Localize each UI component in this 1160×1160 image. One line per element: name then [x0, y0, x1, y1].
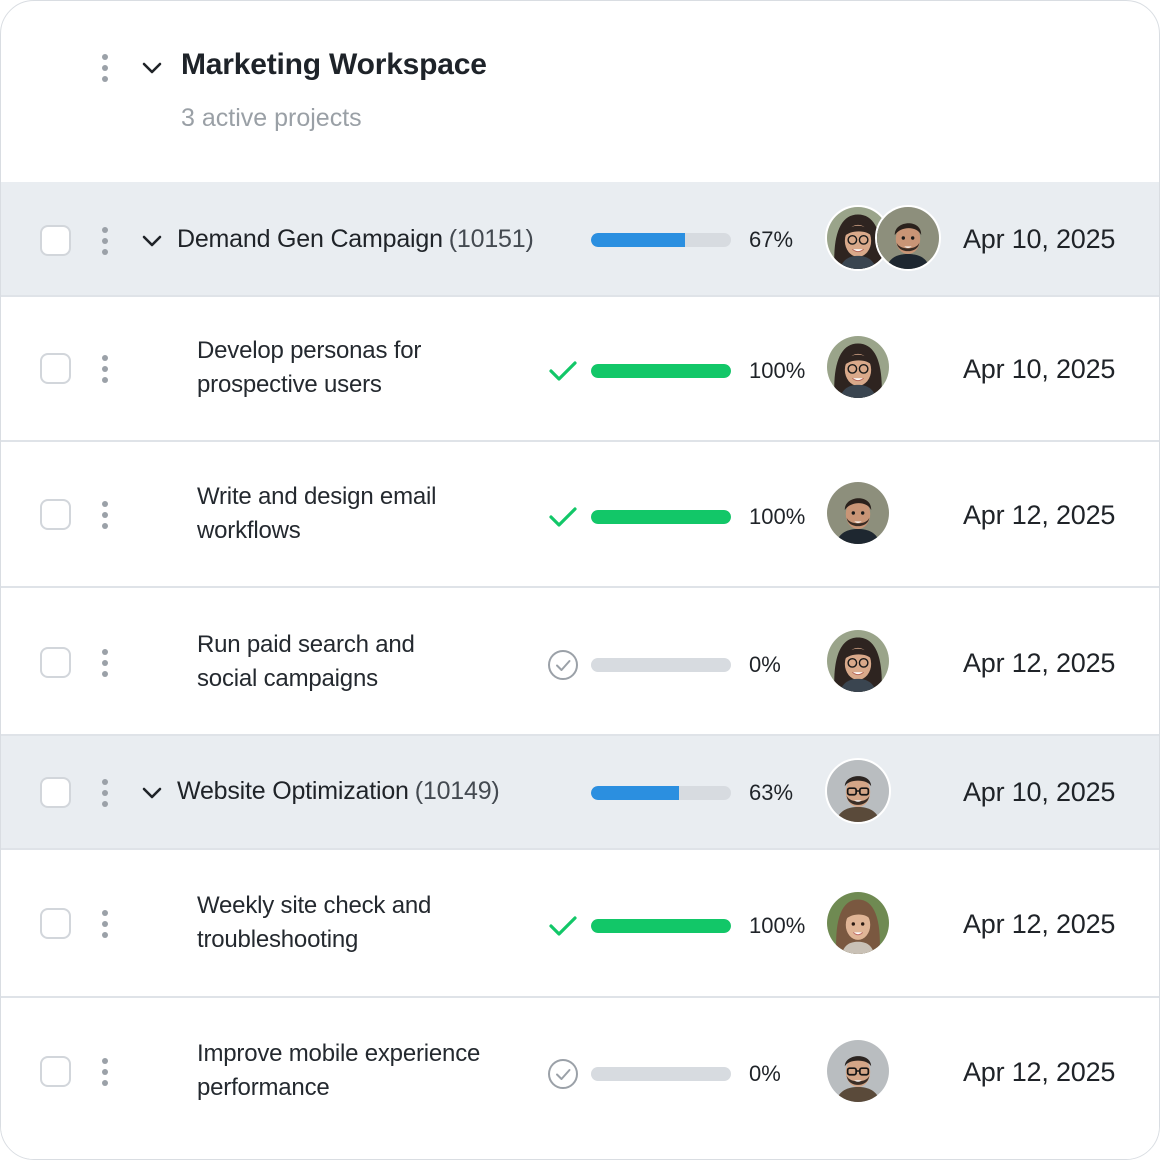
- progress-percent: 67%: [749, 227, 794, 252]
- progress-percent: 100%: [749, 913, 806, 938]
- task-title[interactable]: Improve mobile experience performance: [197, 1040, 481, 1101]
- progress-percent: 100%: [749, 504, 806, 529]
- chevron-down-icon[interactable]: [140, 229, 164, 253]
- avatar-man-glasses[interactable]: [825, 1038, 891, 1104]
- project-title[interactable]: Website Optimization (10149): [177, 777, 500, 805]
- task-row[interactable]: Weekly site check and troubleshooting 100…: [1, 850, 1159, 998]
- avatar-man-beard[interactable]: [825, 480, 891, 546]
- progress-bar: [591, 1067, 731, 1081]
- task-row[interactable]: Improve mobile experience performance 0% …: [1, 998, 1159, 1159]
- progress-bar: [591, 233, 731, 247]
- task-title[interactable]: Write and design email workflows: [197, 483, 437, 544]
- progress-percent: 0%: [749, 652, 781, 677]
- row-more-icon[interactable]: [101, 501, 109, 534]
- task-row[interactable]: Develop personas for prospective users 10…: [1, 297, 1159, 442]
- chevron-down-icon[interactable]: [140, 56, 164, 80]
- row-more-icon[interactable]: [101, 779, 109, 812]
- due-date: Apr 10, 2025: [963, 224, 1116, 254]
- progress-bar: [591, 364, 731, 378]
- task-checkbox[interactable]: [40, 1056, 71, 1087]
- workspace-header: Marketing Workspace 3 active projects: [1, 1, 1159, 184]
- row-more-icon[interactable]: [101, 1058, 109, 1091]
- circle-check-icon: [548, 650, 578, 680]
- task-title[interactable]: Develop personas for prospective users: [197, 337, 422, 398]
- check-icon: [549, 507, 577, 527]
- task-checkbox[interactable]: [40, 647, 71, 678]
- progress-bar: [591, 786, 731, 800]
- due-date: Apr 10, 2025: [963, 354, 1116, 384]
- progress-percent: 100%: [749, 358, 806, 383]
- avatar-woman-glasses[interactable]: [825, 628, 891, 694]
- chevron-down-icon[interactable]: [140, 781, 164, 805]
- row-more-icon[interactable]: [101, 227, 109, 260]
- check-icon: [549, 916, 577, 936]
- avatar-man-glasses[interactable]: [825, 758, 891, 824]
- project-title[interactable]: Demand Gen Campaign (10151): [177, 225, 534, 253]
- due-date: Apr 12, 2025: [963, 648, 1116, 678]
- project-row-demand-gen[interactable]: Demand Gen Campaign (10151) 67% Apr 10, 2…: [1, 182, 1159, 297]
- task-checkbox[interactable]: [40, 353, 71, 384]
- workspace-subtitle: 3 active projects: [181, 104, 362, 132]
- workspace-title: Marketing Workspace: [181, 48, 487, 81]
- due-date: Apr 12, 2025: [963, 1057, 1116, 1087]
- progress-bar: [591, 658, 731, 672]
- task-title[interactable]: Weekly site check and troubleshooting: [197, 892, 432, 953]
- avatar-woman-long-hair[interactable]: [825, 890, 891, 956]
- check-icon: [549, 361, 577, 381]
- project-checkbox[interactable]: [40, 225, 71, 256]
- progress-percent: 63%: [749, 780, 794, 805]
- circle-check-icon: [548, 1059, 578, 1089]
- task-row[interactable]: Run paid search and social campaigns 0% A…: [1, 588, 1159, 736]
- progress-bar: [591, 919, 731, 933]
- project-checkbox[interactable]: [40, 777, 71, 808]
- progress-percent: 0%: [749, 1061, 781, 1086]
- due-date: Apr 12, 2025: [963, 909, 1116, 939]
- task-row[interactable]: Write and design email workflows 100% Apr…: [1, 442, 1159, 588]
- task-title[interactable]: Run paid search and social campaigns: [197, 631, 415, 692]
- progress-bar: [591, 510, 731, 524]
- task-checkbox[interactable]: [40, 499, 71, 530]
- due-date: Apr 12, 2025: [963, 500, 1116, 530]
- due-date: Apr 10, 2025: [963, 777, 1116, 807]
- avatar-woman-glasses[interactable]: [825, 334, 891, 400]
- project-row-website-optimization[interactable]: Website Optimization (10149) 63% Apr 10, …: [1, 736, 1159, 850]
- avatar-man-beard[interactable]: [875, 205, 941, 271]
- row-more-icon[interactable]: [101, 649, 109, 682]
- workspace-more-icon[interactable]: [101, 54, 109, 87]
- task-checkbox[interactable]: [40, 908, 71, 939]
- row-more-icon[interactable]: [101, 355, 109, 388]
- row-more-icon[interactable]: [101, 910, 109, 943]
